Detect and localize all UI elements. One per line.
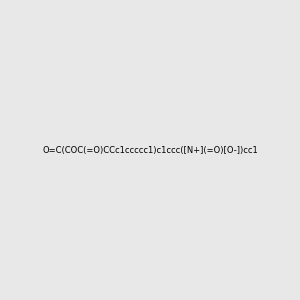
Text: O=C(COC(=O)CCc1ccccc1)c1ccc([N+](=O)[O-])cc1: O=C(COC(=O)CCc1ccccc1)c1ccc([N+](=O)[O-]… (42, 146, 258, 154)
